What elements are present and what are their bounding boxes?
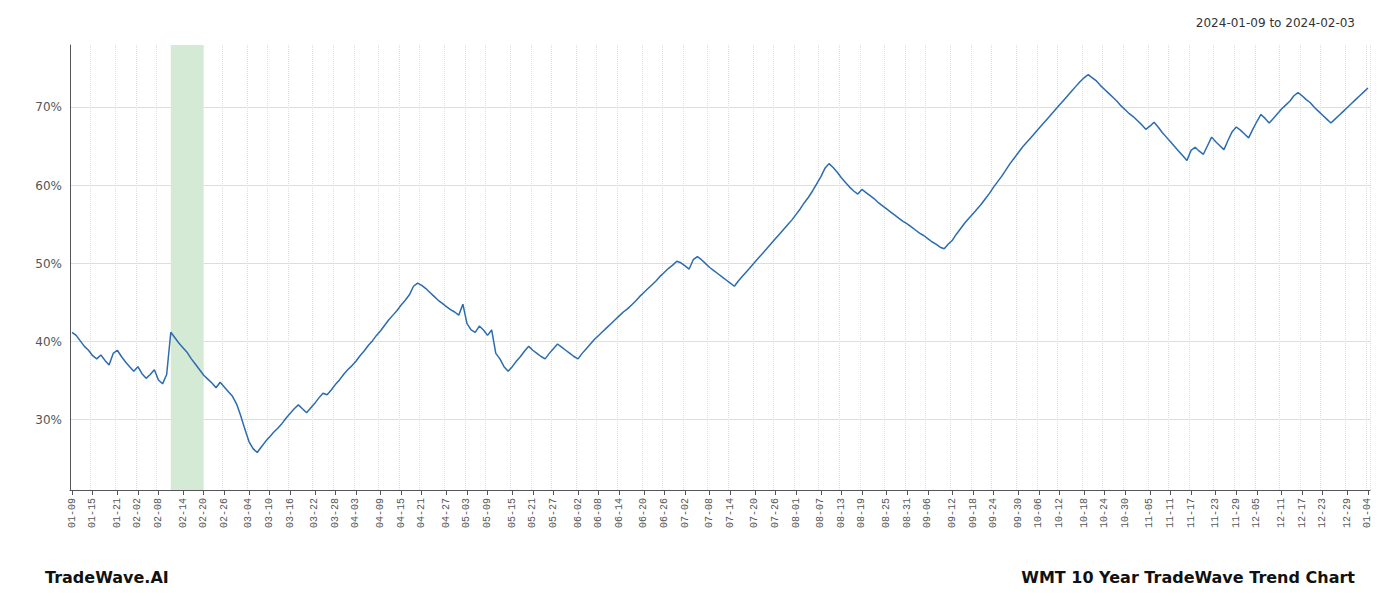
svg-text:01-09: 01-09 [67,498,78,528]
svg-text:06-08: 06-08 [593,498,604,528]
svg-text:11-17: 11-17 [1186,498,1197,528]
svg-text:01-15: 01-15 [87,498,98,528]
svg-text:05-09: 05-09 [482,498,493,528]
svg-text:05-21: 05-21 [527,498,538,528]
svg-text:08-31: 08-31 [902,498,913,528]
svg-text:05-15: 05-15 [507,498,518,528]
svg-text:12-17: 12-17 [1297,498,1308,528]
svg-text:WMT 10 Year TradeWave Trend Ch: WMT 10 Year TradeWave Trend Chart [1021,568,1355,587]
svg-text:10-24: 10-24 [1099,498,1110,528]
svg-text:09-12: 09-12 [947,498,958,528]
svg-text:03-22: 03-22 [309,498,320,528]
svg-text:10-30: 10-30 [1120,498,1131,528]
svg-text:07-20: 07-20 [749,498,760,528]
svg-text:02-14: 02-14 [178,498,189,528]
svg-text:04-03: 04-03 [350,498,361,528]
svg-text:11-11: 11-11 [1165,498,1176,528]
svg-text:08-19: 08-19 [856,498,867,528]
svg-text:01-04: 01-04 [1362,498,1373,528]
svg-text:10-18: 10-18 [1079,498,1090,528]
svg-text:10-06: 10-06 [1033,498,1044,528]
svg-text:50%: 50% [35,257,62,271]
svg-text:01-21: 01-21 [112,498,123,528]
svg-text:12-05: 12-05 [1251,498,1262,528]
svg-text:07-26: 07-26 [770,498,781,528]
svg-text:2024-01-09 to 2024-02-03: 2024-01-09 to 2024-02-03 [1196,16,1355,30]
svg-text:02-02: 02-02 [132,498,143,528]
svg-text:11-05: 11-05 [1144,498,1155,528]
svg-text:03-16: 03-16 [285,498,296,528]
svg-text:08-01: 08-01 [791,498,802,528]
svg-text:12-23: 12-23 [1317,498,1328,528]
svg-text:09-24: 09-24 [988,498,999,528]
svg-text:07-08: 07-08 [704,498,715,528]
svg-text:02-20: 02-20 [198,498,209,528]
svg-text:03-28: 03-28 [330,498,341,528]
svg-text:06-14: 06-14 [614,498,625,528]
svg-text:70%: 70% [35,100,62,114]
svg-text:04-27: 04-27 [441,498,452,528]
svg-text:11-29: 11-29 [1231,498,1242,528]
svg-text:12-11: 12-11 [1276,498,1287,528]
svg-text:04-21: 04-21 [416,498,427,528]
svg-text:06-20: 06-20 [638,498,649,528]
svg-text:40%: 40% [35,335,62,349]
svg-text:09-18: 09-18 [968,498,979,528]
svg-text:03-10: 03-10 [264,498,275,528]
svg-text:30%: 30% [35,413,62,427]
svg-text:11-23: 11-23 [1210,498,1221,528]
svg-text:07-14: 07-14 [725,498,736,528]
svg-text:10-12: 10-12 [1054,498,1065,528]
svg-text:08-25: 08-25 [881,498,892,528]
svg-text:02-26: 02-26 [219,498,230,528]
svg-text:06-26: 06-26 [659,498,670,528]
svg-text:60%: 60% [35,179,62,193]
svg-text:06-02: 06-02 [573,498,584,528]
svg-text:05-27: 05-27 [548,498,559,528]
svg-text:07-02: 07-02 [680,498,691,528]
svg-text:02-08: 02-08 [153,498,164,528]
svg-text:03-04: 03-04 [243,498,254,528]
svg-text:08-13: 08-13 [836,498,847,528]
svg-text:TradeWave.AI: TradeWave.AI [45,568,169,587]
svg-text:05-03: 05-03 [461,498,472,528]
svg-text:04-15: 04-15 [396,498,407,528]
svg-text:04-09: 04-09 [375,498,386,528]
svg-text:09-06: 09-06 [922,498,933,528]
svg-text:12-29: 12-29 [1342,498,1353,528]
svg-text:08-07: 08-07 [815,498,826,528]
svg-text:09-30: 09-30 [1013,498,1024,528]
